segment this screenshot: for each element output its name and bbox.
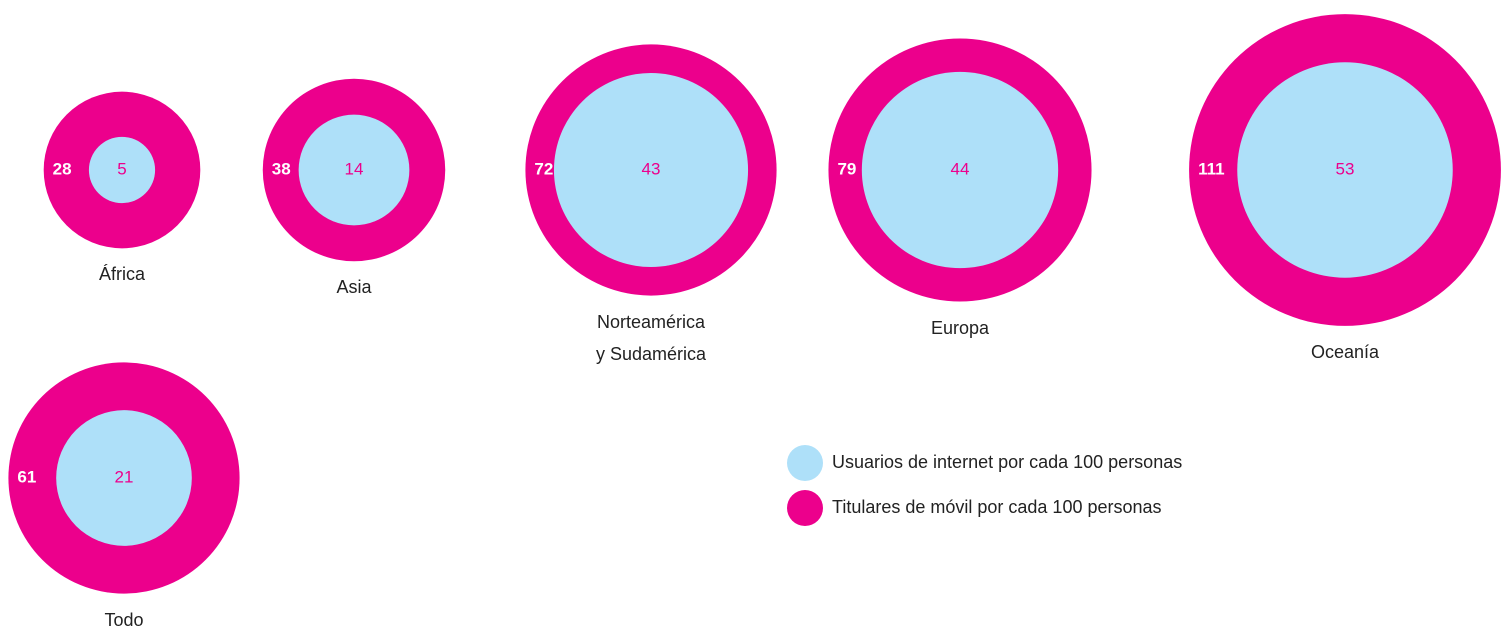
outer-value-label: 28 [53,159,72,178]
inner-value-label: 53 [1336,159,1355,178]
outer-value-label: 111 [1198,159,1225,178]
category-label: Norteamérica y Sudamérica [595,311,707,364]
inner-circle [88,136,156,204]
legend-label: Titulares de móvil por cada 100 personas [832,497,1162,517]
inner-circle [298,114,410,226]
inner-value-label: 14 [345,159,364,178]
category-label: Todo [104,609,144,629]
category-label: África [98,264,145,285]
outer-value-label: 61 [17,467,36,486]
category-label: Europa [930,317,990,338]
inner-circle [553,72,749,268]
inner-circle [56,410,192,546]
category-label: Asia [336,277,372,298]
legend-swatch [787,445,823,481]
outer-value-label: 79 [837,159,856,178]
outer-value-label: 72 [534,159,553,178]
outer-value-label: 38 [272,159,291,178]
legend-swatch [787,490,823,526]
inner-value-label: 21 [115,467,134,486]
inner-value-label: 43 [642,159,661,178]
inner-circle [861,71,1059,269]
legend-label: Usuarios de internet por cada 100 person… [832,452,1182,472]
category-label: Oceanía [1310,341,1380,362]
inner-circle [1237,62,1453,278]
inner-value-label: 5 [117,159,126,178]
inner-value-label: 44 [951,159,970,178]
